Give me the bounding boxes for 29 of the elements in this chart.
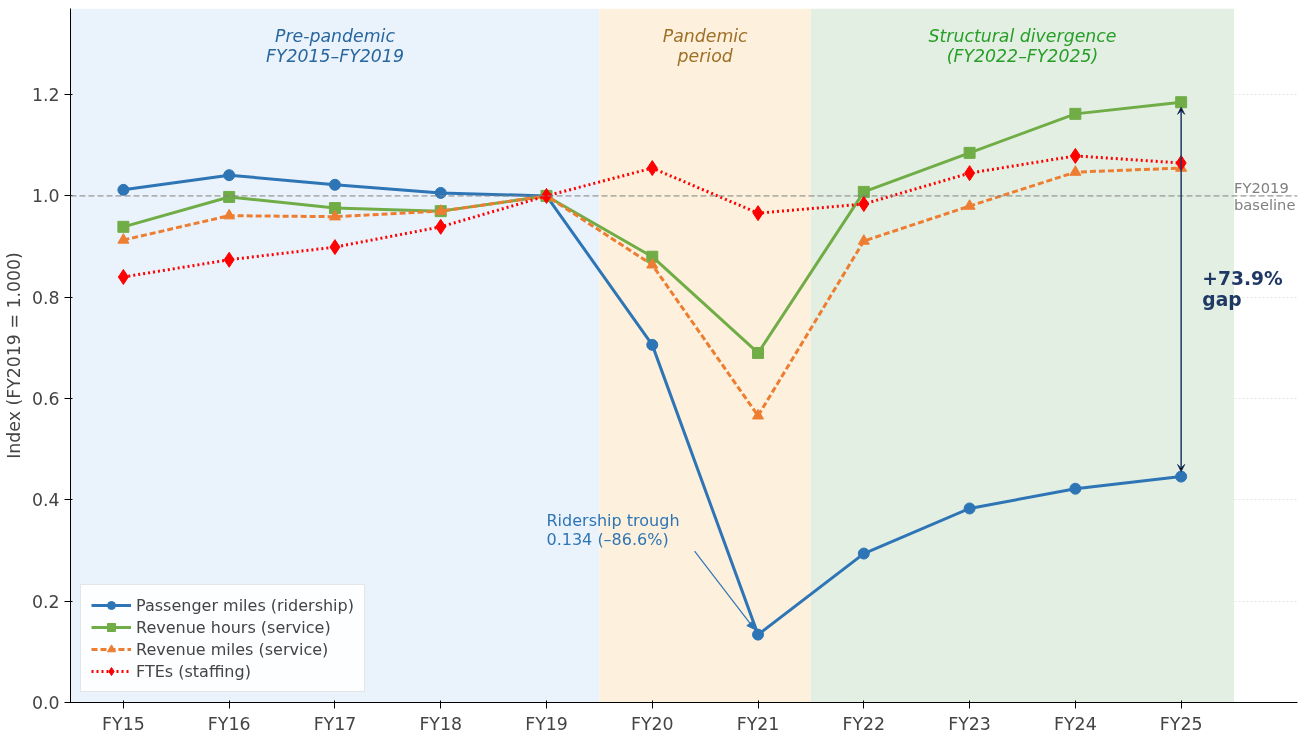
x-tick-label: FY25 [1159, 713, 1203, 734]
y-axis-title: Index (FY2019 = 1.000) [3, 252, 24, 459]
x-tick-label: FY16 [207, 713, 251, 734]
x-tick-label: FY21 [736, 713, 780, 734]
annotation: Ridership trough 0.134 (–86.6%) [546, 510, 680, 549]
band-label: Structural divergence (FY2022–FY2025) [928, 25, 1117, 66]
ref-line-label: FY2019 baseline [1234, 178, 1296, 213]
x-tick-label: FY19 [525, 713, 568, 734]
x-tick-label: FY20 [630, 713, 674, 734]
x-tick-label: FY17 [313, 713, 357, 734]
legend-label: Revenue miles (service) [136, 639, 329, 659]
legend-label: Passenger miles (ridership) [136, 595, 354, 615]
x-tick-label: FY22 [842, 713, 886, 734]
x-tick-label: FY23 [948, 713, 991, 734]
y-tick-label: 0.6 [31, 389, 60, 410]
x-tick-label: FY18 [419, 713, 463, 734]
y-tick-label: 0.4 [31, 490, 60, 511]
y-tick-label: 0.8 [31, 287, 60, 308]
y-tick-label: 0.0 [31, 693, 60, 713]
band-label: Pandemic period [662, 25, 749, 66]
annotation: +73.9% gap [1202, 268, 1283, 311]
legend-label: FTEs (staffing) [136, 661, 251, 681]
y-tick-label: 1.2 [31, 85, 60, 106]
band-label: Pre-pandemic FY2015–FY2019 [265, 25, 404, 66]
y-tick-label: 0.2 [31, 591, 60, 612]
legend-label: Revenue hours (service) [136, 617, 331, 637]
x-tick-label: FY15 [102, 713, 145, 734]
x-tick-label: FY24 [1054, 713, 1097, 734]
y-tick-label: 1.0 [31, 186, 60, 207]
